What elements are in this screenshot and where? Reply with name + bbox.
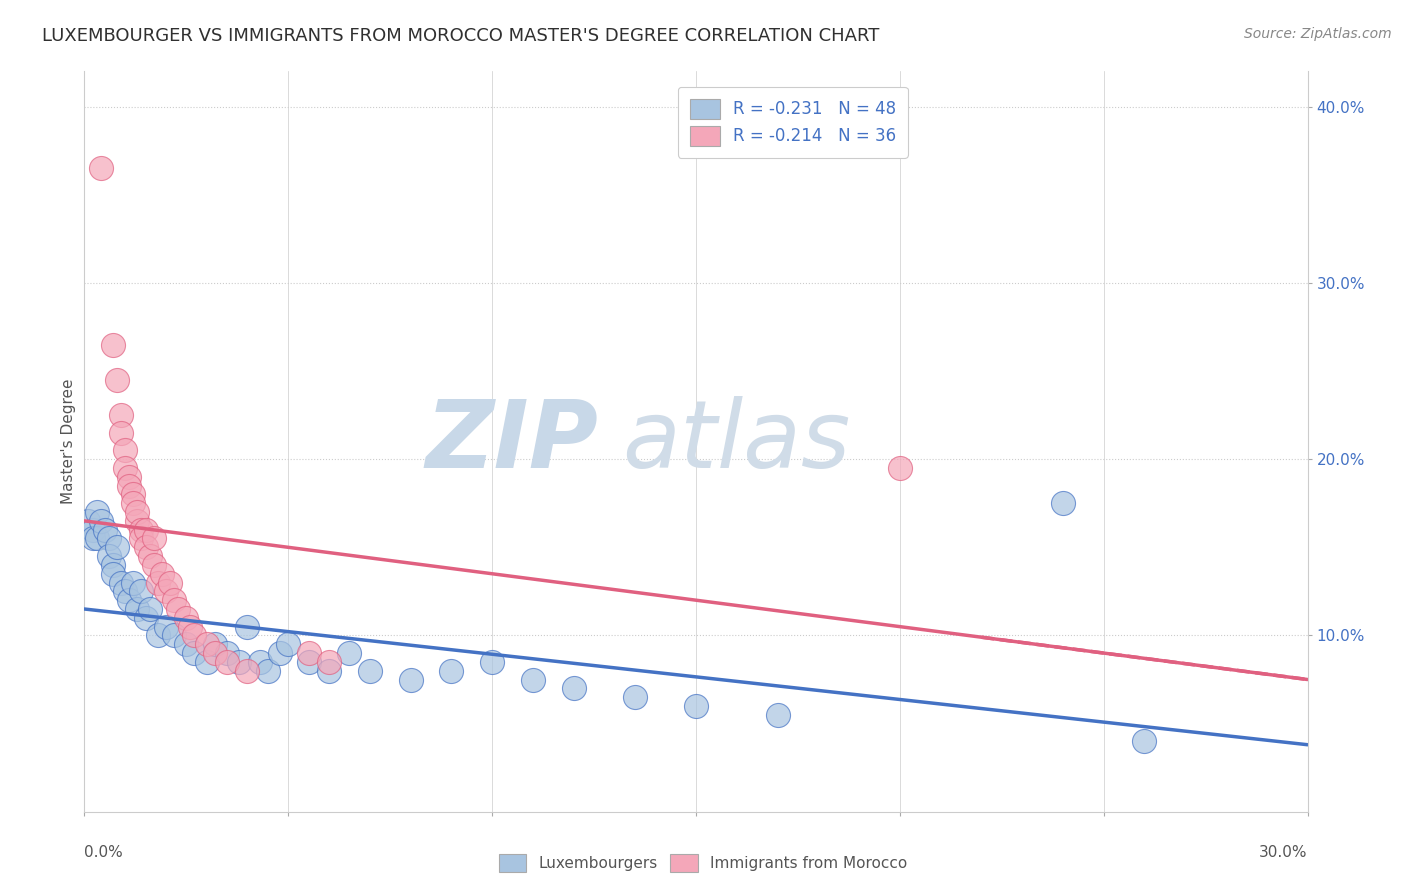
Point [146, 575, 169, 590]
Point [163, 593, 186, 607]
Point [183, 628, 205, 642]
Point [889, 461, 911, 475]
Point [159, 575, 181, 590]
Point [127, 505, 149, 519]
Point [298, 646, 321, 660]
Point [359, 664, 381, 678]
Point [217, 646, 239, 660]
Text: 30.0%: 30.0% [1260, 845, 1308, 860]
Point [183, 646, 205, 660]
Point [97, 549, 120, 563]
Point [138, 549, 160, 563]
Point [135, 541, 157, 555]
Point [118, 470, 141, 484]
Point [122, 496, 145, 510]
Point [562, 681, 585, 696]
Point [110, 408, 132, 422]
Point [236, 664, 259, 678]
Point [440, 664, 463, 678]
Point [105, 541, 128, 555]
Point [118, 478, 141, 492]
Point [77, 514, 100, 528]
Point [146, 628, 169, 642]
Point [179, 619, 201, 633]
Point [90, 161, 112, 176]
Point [90, 514, 112, 528]
Point [176, 637, 198, 651]
Legend: Luxembourgers, Immigrants from Morocco: Luxembourgers, Immigrants from Morocco [491, 846, 915, 880]
Point [114, 584, 136, 599]
Point [766, 707, 789, 722]
Point [82, 532, 104, 546]
Point [167, 602, 190, 616]
Point [127, 514, 149, 528]
Legend: R = -0.231   N = 48, R = -0.214   N = 36: R = -0.231 N = 48, R = -0.214 N = 36 [678, 87, 908, 158]
Point [318, 664, 340, 678]
Point [339, 646, 361, 660]
Point [236, 619, 259, 633]
Point [105, 373, 128, 387]
Text: LUXEMBOURGER VS IMMIGRANTS FROM MOROCCO MASTER'S DEGREE CORRELATION CHART: LUXEMBOURGER VS IMMIGRANTS FROM MOROCCO … [42, 27, 880, 45]
Point [138, 602, 160, 616]
Point [318, 655, 340, 669]
Point [101, 337, 124, 351]
Point [155, 584, 177, 599]
Point [142, 532, 165, 546]
Point [217, 655, 239, 669]
Point [163, 628, 186, 642]
Point [131, 523, 153, 537]
Point [135, 611, 157, 625]
Point [131, 532, 153, 546]
Point [685, 698, 707, 713]
Point [114, 443, 136, 458]
Point [195, 655, 218, 669]
Text: atlas: atlas [623, 396, 851, 487]
Point [142, 558, 165, 572]
Point [150, 566, 173, 581]
Point [399, 673, 422, 687]
Point [257, 664, 280, 678]
Point [122, 575, 145, 590]
Point [86, 532, 108, 546]
Point [110, 425, 132, 440]
Point [204, 637, 226, 651]
Y-axis label: Master's Degree: Master's Degree [60, 379, 76, 504]
Point [135, 523, 157, 537]
Point [101, 558, 124, 572]
Text: Source: ZipAtlas.com: Source: ZipAtlas.com [1244, 27, 1392, 41]
Point [277, 637, 299, 651]
Point [127, 602, 149, 616]
Point [131, 584, 153, 599]
Point [122, 487, 145, 501]
Text: 0.0%: 0.0% [84, 845, 124, 860]
Point [624, 690, 647, 705]
Point [522, 673, 544, 687]
Point [110, 575, 132, 590]
Point [155, 619, 177, 633]
Point [86, 505, 108, 519]
Point [1133, 734, 1156, 748]
Point [1052, 496, 1074, 510]
Point [82, 523, 104, 537]
Point [93, 523, 117, 537]
Point [269, 646, 291, 660]
Point [176, 611, 198, 625]
Point [298, 655, 321, 669]
Point [114, 461, 136, 475]
Point [228, 655, 250, 669]
Point [249, 655, 271, 669]
Point [481, 655, 503, 669]
Text: ZIP: ZIP [425, 395, 598, 488]
Point [204, 646, 226, 660]
Point [195, 637, 218, 651]
Point [97, 532, 120, 546]
Point [118, 593, 141, 607]
Point [101, 566, 124, 581]
